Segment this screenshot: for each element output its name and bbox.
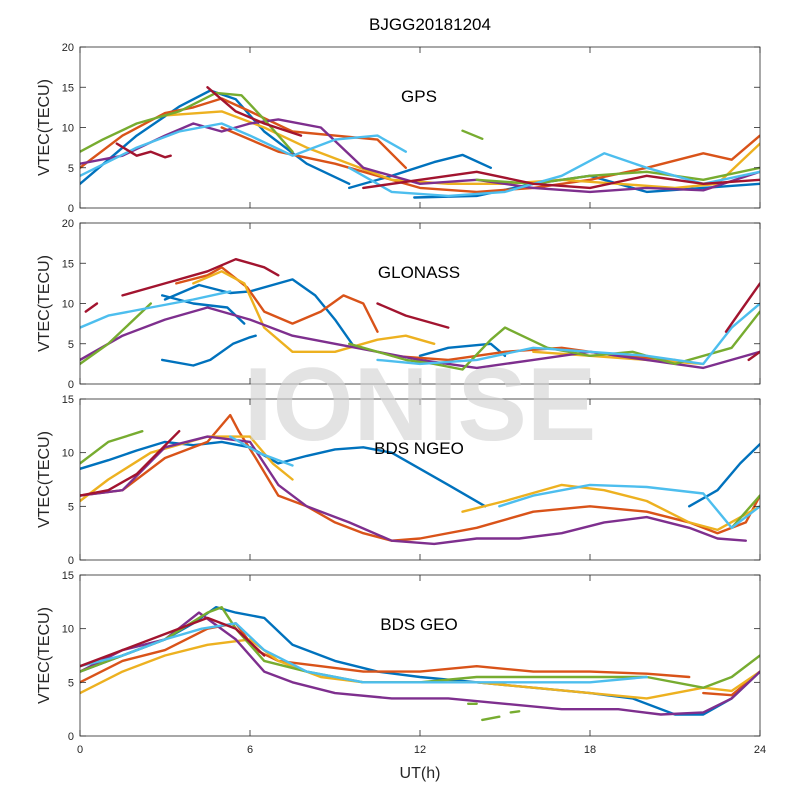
- y-tick-label-2: 10: [62, 624, 74, 636]
- series-line-12: [115, 142, 172, 159]
- series-line-11: [348, 152, 760, 198]
- y-tick-label-3: 15: [62, 82, 74, 94]
- series-line-6: [80, 430, 144, 465]
- series-line-8: [228, 435, 294, 467]
- panel-label: BDS GEO: [380, 615, 457, 634]
- y-axis-label: VTEC(TECU): [36, 431, 53, 528]
- y-axis-label: VTEC(TECU): [36, 255, 53, 352]
- series-line-4: [220, 126, 760, 194]
- series-line-11: [80, 290, 232, 329]
- series-line-0: [80, 440, 487, 508]
- series-line-0: [163, 278, 354, 345]
- series-line-10: [80, 122, 407, 178]
- series-group: [80, 413, 760, 546]
- plot-area: [80, 399, 760, 560]
- panels: 0 5 10 15 20 VTEC(TECU) GPS 0 5 10 15 20 VTEC(TECU) G…: [36, 42, 766, 756]
- x-tick-label-0: 0: [77, 744, 83, 756]
- figure-title: BJGG20181204: [369, 15, 491, 34]
- panel-label: GLONASS: [378, 263, 460, 282]
- x-axis-label: UT(h): [400, 765, 441, 782]
- series-group: [80, 86, 760, 199]
- series-line-8: [461, 129, 484, 141]
- series-line-6: [481, 715, 501, 722]
- y-tick-label-1: 5: [68, 163, 74, 175]
- series-line-7: [532, 350, 705, 366]
- series-line-6: [192, 270, 436, 353]
- y-tick-label-4: 20: [62, 42, 74, 54]
- y-tick-label-2: 10: [62, 448, 74, 460]
- series-line-10: [348, 310, 760, 371]
- series-line-9: [80, 622, 648, 684]
- y-tick-label-4: 20: [62, 218, 74, 230]
- series-line-6: [80, 118, 760, 194]
- panel-label: GPS: [401, 87, 437, 106]
- x-tick-label-4: 24: [754, 744, 766, 756]
- y-axis-label: VTEC(TECU): [36, 607, 53, 704]
- y-tick-label-0: 0: [68, 379, 74, 391]
- y-tick-label-1: 5: [68, 339, 74, 351]
- y-tick-label-2: 10: [62, 123, 74, 135]
- series-line-1: [688, 442, 760, 508]
- series-line-1: [80, 622, 691, 684]
- panel-label: BDS NGEO: [374, 439, 464, 458]
- panel-2: 0 5 10 15 VTEC(TECU) BDS NGEO: [36, 394, 761, 567]
- series-line-2: [80, 413, 760, 542]
- series-line-9: [80, 302, 153, 366]
- series-line-12: [376, 302, 760, 366]
- series-line-10: [80, 616, 266, 668]
- y-tick-label-3: 15: [62, 258, 74, 270]
- x-tick-label-3: 18: [584, 744, 596, 756]
- series-line-10: [80, 430, 181, 497]
- series-line-5: [80, 435, 747, 546]
- series-line-16: [724, 282, 760, 333]
- y-tick-label-1: 5: [68, 501, 74, 513]
- series-line-4: [461, 483, 760, 532]
- series-line-7: [730, 494, 760, 529]
- y-tick-label-3: 15: [62, 570, 74, 582]
- y-tick-label-0: 0: [68, 731, 74, 743]
- series-line-9: [475, 166, 760, 186]
- x-tick-label-1: 6: [247, 744, 253, 756]
- panel-1: 0 5 10 15 20 VTEC(TECU) GLONASS: [36, 218, 761, 391]
- series-line-14: [121, 258, 280, 297]
- series-line-17: [747, 350, 760, 362]
- series-group: [80, 606, 760, 722]
- series-line-7: [80, 91, 294, 153]
- y-tick-label-3: 15: [62, 394, 74, 406]
- series-line-8: [509, 710, 521, 714]
- series-line-1: [160, 334, 257, 367]
- plot-area: [80, 575, 760, 736]
- series-line-9: [498, 483, 760, 529]
- series-line-1: [348, 153, 492, 190]
- panel-3: 0 6 12 18 24 0 5 10 15 VTEC(TECU) BDS GEO: [36, 570, 766, 756]
- series-line-3: [418, 342, 507, 357]
- series-group: [80, 258, 760, 371]
- panel-0: 0 5 10 15 20 VTEC(TECU) GPS: [36, 42, 761, 215]
- y-tick-label-2: 10: [62, 299, 74, 311]
- x-tick-label-2: 12: [414, 744, 426, 756]
- series-line-13: [206, 86, 303, 137]
- watermark: IONISE: [244, 347, 597, 463]
- y-tick-label-1: 5: [68, 677, 74, 689]
- series-line-4: [80, 611, 760, 716]
- series-line-15: [376, 302, 450, 329]
- y-tick-label-0: 0: [68, 203, 74, 215]
- y-axis-label: VTEC(TECU): [36, 79, 53, 176]
- series-line-4: [175, 266, 379, 333]
- series-line-0: [80, 89, 351, 186]
- series-line-14: [362, 170, 760, 190]
- y-tick-label-0: 0: [68, 555, 74, 567]
- series-line-13: [84, 302, 99, 313]
